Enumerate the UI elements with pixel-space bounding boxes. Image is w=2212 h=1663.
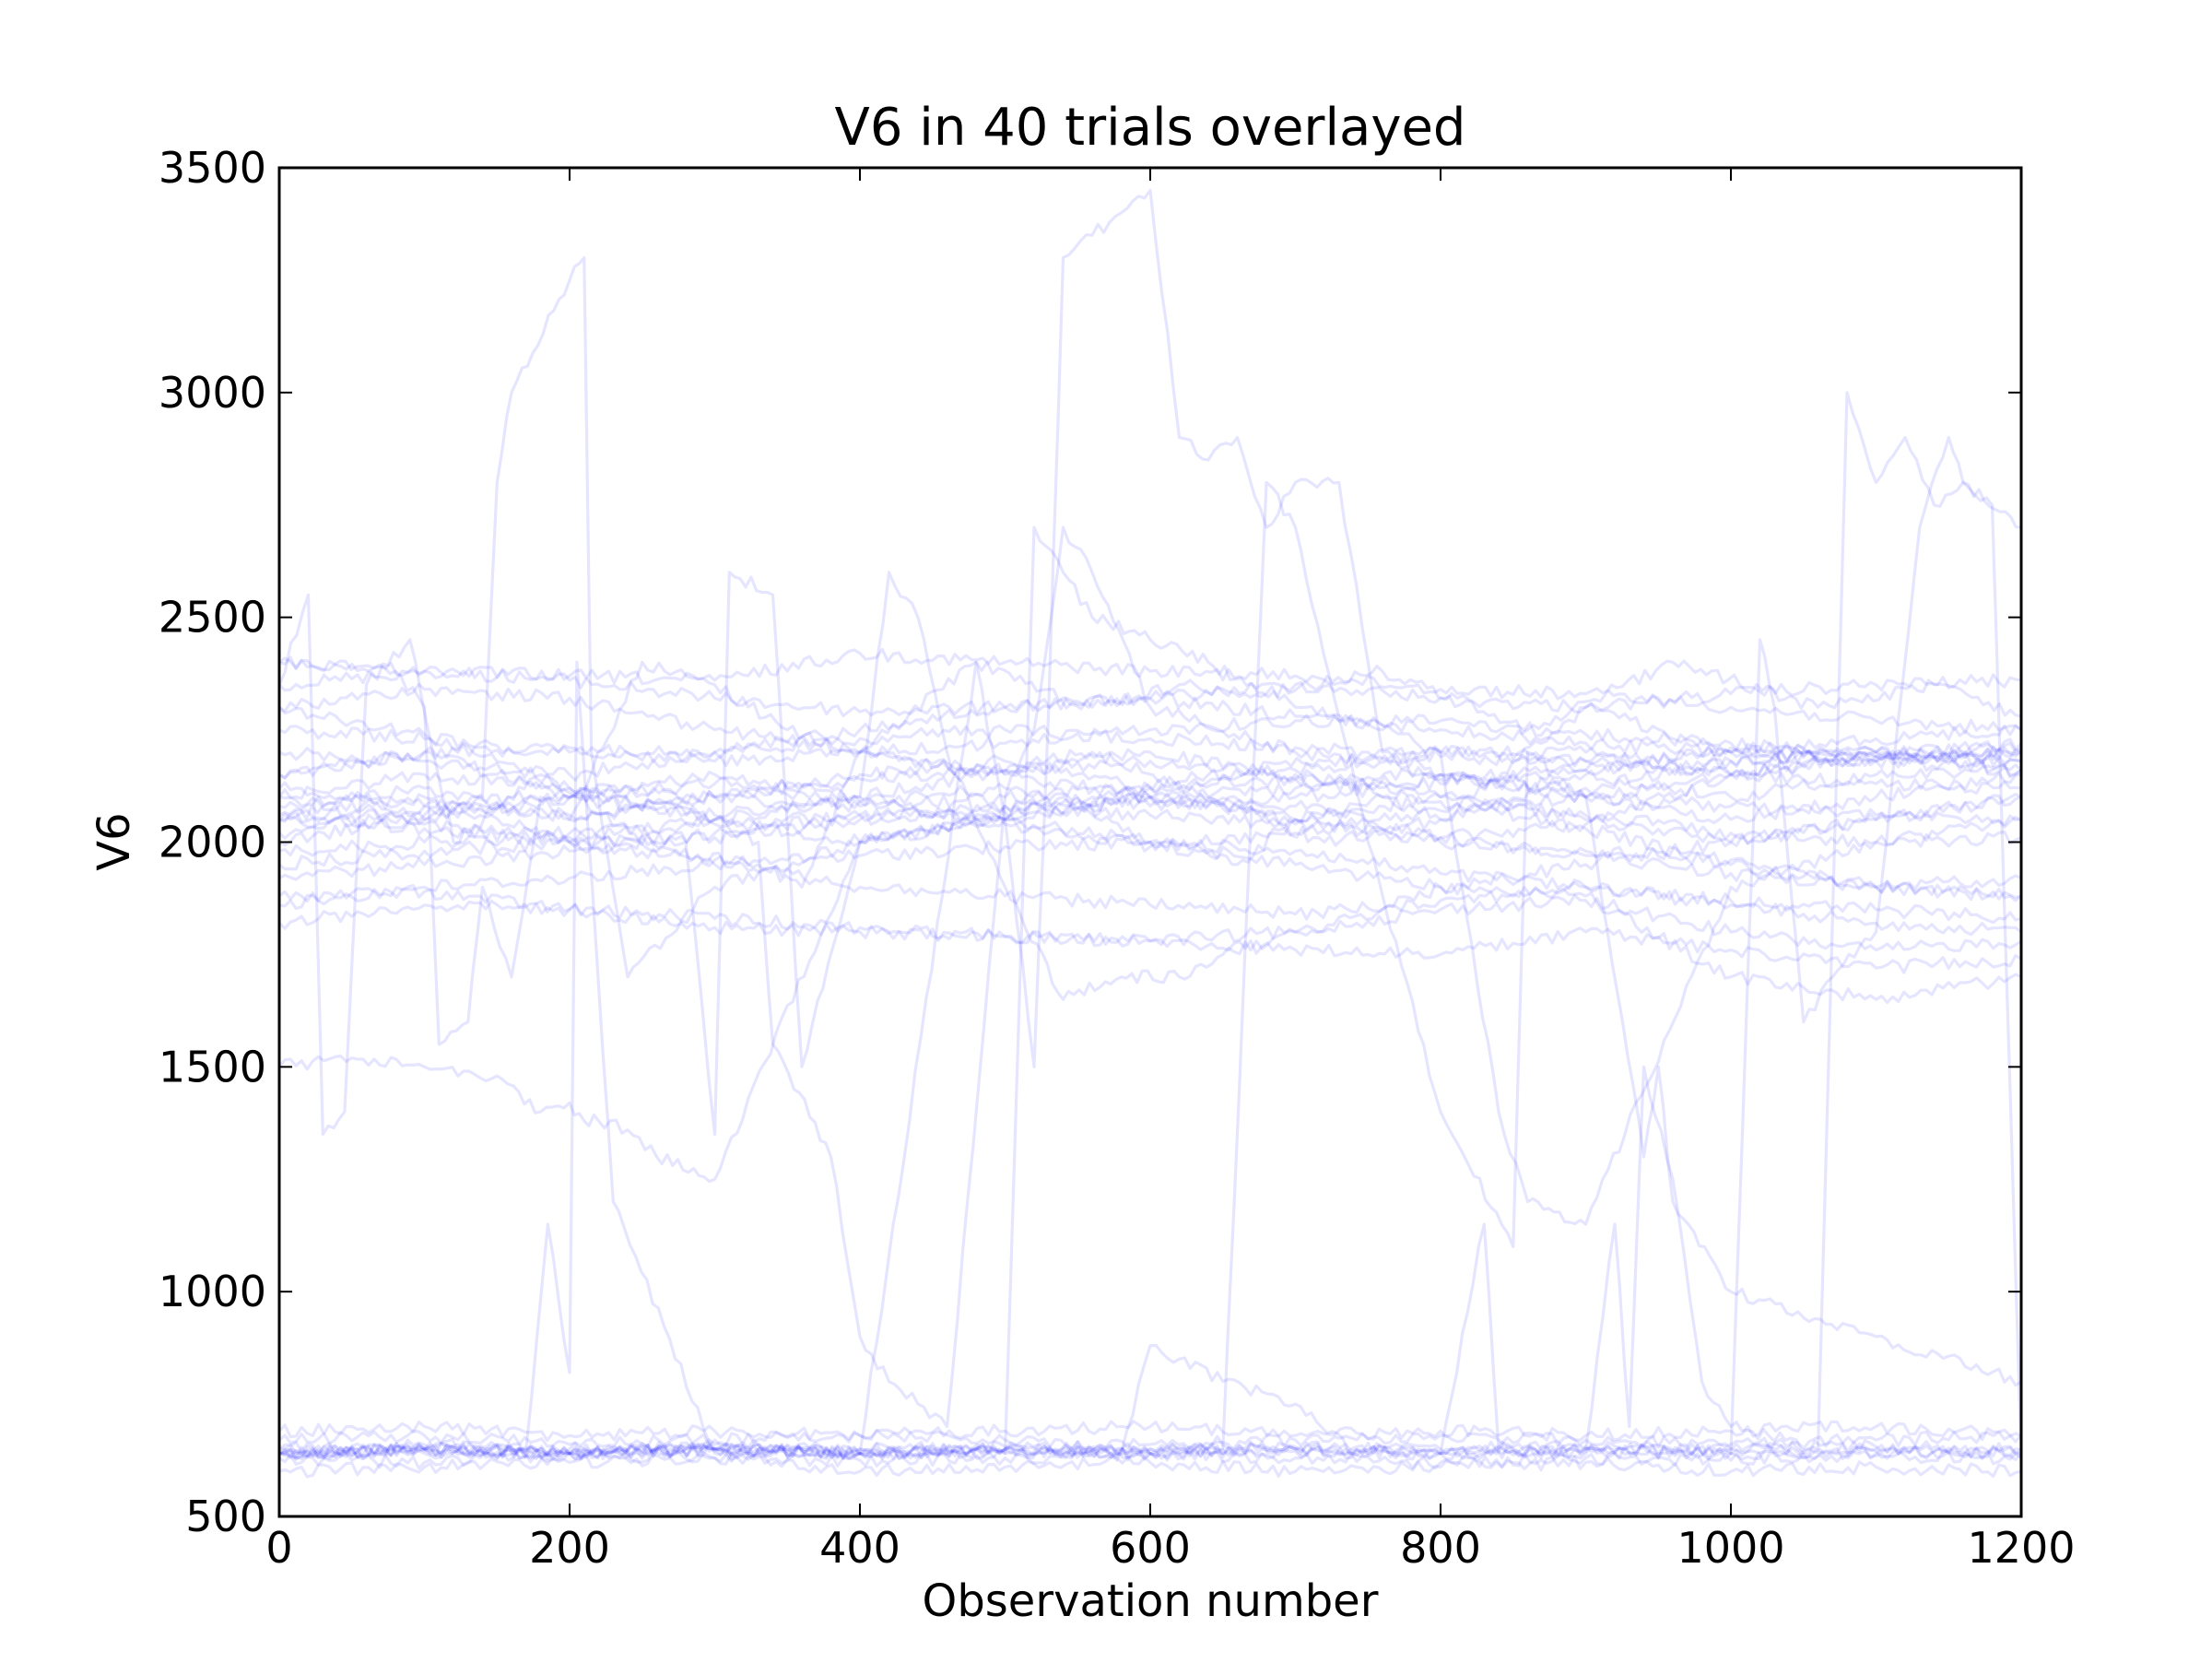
x-tick-label-0: 0 [265, 1523, 292, 1573]
series-line-25 [278, 660, 2023, 1461]
series-line-26 [277, 571, 2022, 1137]
x-tick-label-800: 800 [1400, 1523, 1481, 1573]
series-line-24 [278, 656, 2022, 1046]
series-line-18 [277, 755, 2022, 850]
series-line-7 [278, 835, 2022, 925]
series-line-12 [277, 745, 2022, 813]
series-line-6 [278, 884, 2022, 952]
series-line-10 [278, 836, 2022, 937]
series-line-28 [278, 571, 2022, 1001]
series-line-19 [278, 682, 2022, 901]
series-line-17 [278, 808, 2022, 1004]
series-line-1 [278, 745, 2022, 823]
series-line-20 [278, 741, 2022, 840]
series-line-16 [278, 692, 2023, 782]
series-line-31 [279, 1222, 2021, 1460]
series-line-11 [279, 800, 2022, 894]
y-tick-label-3000: 3000 [159, 368, 266, 418]
series-line-33 [278, 391, 2023, 1461]
x-axis-label: Observation number [923, 1575, 1379, 1627]
y-tick-label-3500: 3500 [159, 143, 266, 193]
x-tick-label-200: 200 [529, 1523, 610, 1573]
y-tick-label-2000: 2000 [159, 818, 266, 867]
series-line-3 [277, 706, 2022, 847]
axes-group: 0 200 400 600 800 1000 1200 500 1000 1500 2000 2500… [159, 143, 2076, 1573]
series-line-21 [277, 593, 2022, 1137]
y-tick-label-500: 500 [185, 1492, 266, 1541]
series-line-32 [278, 480, 2022, 1460]
series-line-29 [278, 525, 2022, 1461]
x-tick-label-1200: 1200 [1967, 1523, 2075, 1573]
series-group [277, 188, 2023, 1479]
y-tick-label-1500: 1500 [159, 1042, 266, 1091]
x-tick-label-400: 400 [819, 1523, 900, 1573]
series-line-22 [277, 744, 2022, 1184]
x-tick-label-1000: 1000 [1677, 1523, 1784, 1573]
series-line-4 [277, 666, 2022, 718]
series-line-5 [278, 647, 2022, 735]
series-line-15 [278, 776, 2022, 853]
series-line-27 [278, 525, 2022, 1429]
series-line-14 [278, 724, 2022, 767]
series-line-40 [277, 1428, 2023, 1451]
series-line-30 [278, 188, 2022, 1461]
chart-title: V6 in 40 trials overlayed [835, 98, 1466, 158]
series-line-2 [277, 741, 2022, 840]
x-tick-label-600: 600 [1110, 1523, 1191, 1573]
series-line-13 [277, 899, 2022, 974]
y-tick-label-1000: 1000 [159, 1267, 266, 1316]
series-line-34 [278, 436, 2022, 1461]
series-line-8 [278, 748, 2023, 902]
series-line-36 [278, 1437, 2023, 1457]
y-tick-label-2500: 2500 [159, 593, 266, 643]
series-line-9 [278, 714, 2023, 780]
series-line-35 [278, 1444, 2022, 1461]
series-line-23 [278, 255, 2022, 979]
y-axis-label: V6 [88, 812, 140, 870]
series-line-39 [278, 1451, 2022, 1479]
series-line-38 [277, 1420, 2022, 1443]
series-line-37 [278, 1446, 2023, 1470]
